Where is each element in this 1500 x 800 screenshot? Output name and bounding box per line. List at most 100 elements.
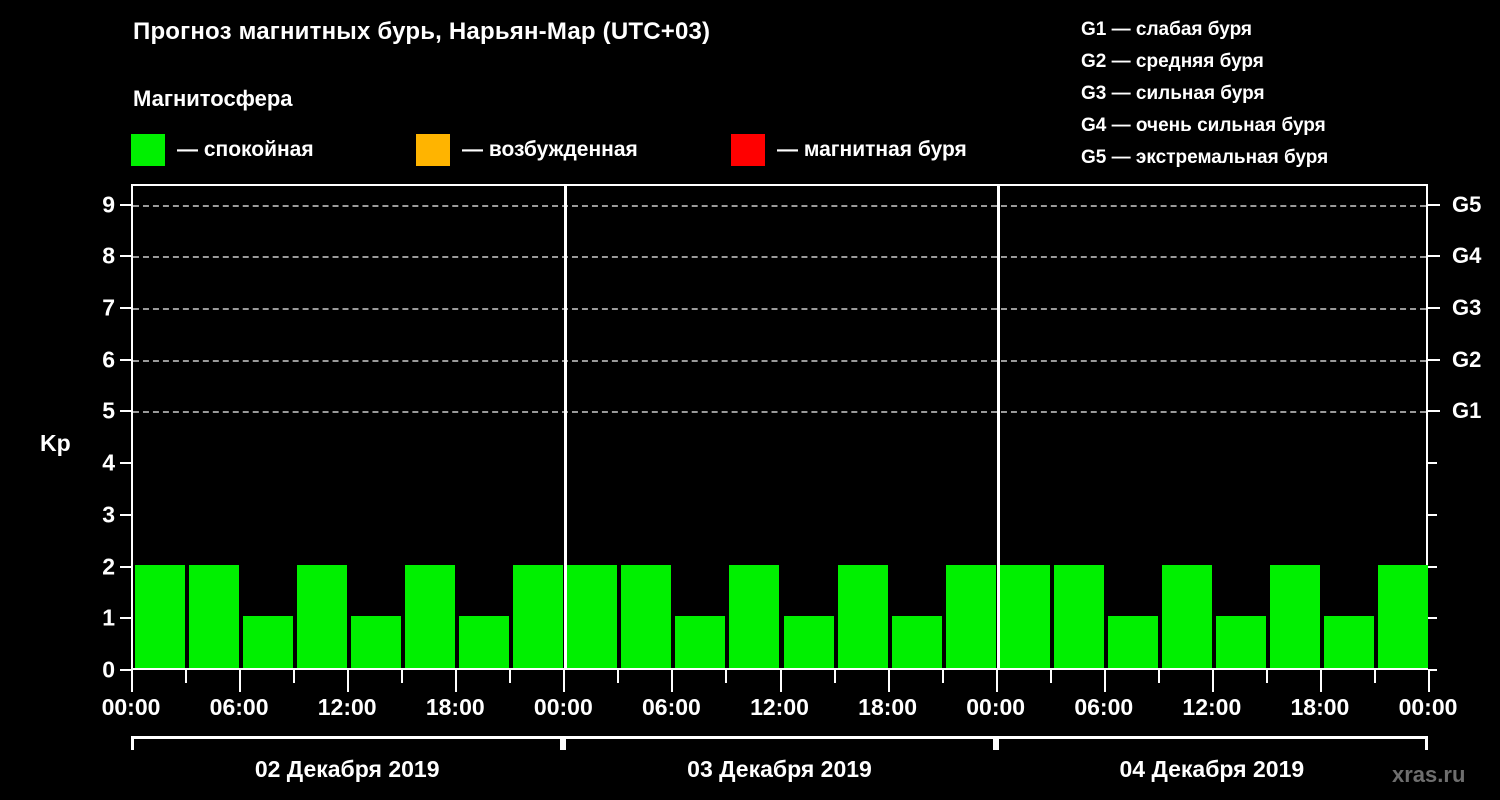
y-axis-tick [120,669,131,671]
x-axis-label: 06:00 [641,694,701,720]
date-label: 04 Декабря 2019 [1119,756,1305,782]
y-axis-tick [120,307,131,310]
bar [405,564,456,668]
legend-label: — магнитная буря [777,138,967,161]
y-axis-tick [120,255,131,258]
bar [1323,616,1374,668]
bar [729,564,780,668]
gridline [133,256,1426,259]
date-bracket [131,736,564,750]
bar [675,616,726,668]
y-axis-tick [120,513,131,516]
x-axis-tick-major [1428,670,1430,692]
gridline [133,308,1426,311]
x-axis-tick-minor [1265,670,1268,683]
y-axis-tick [120,462,131,465]
date-label: 02 Декабря 2019 [254,756,440,782]
bar [243,616,294,668]
x-axis-label: 18:00 [425,694,485,720]
g-axis-tick [1428,565,1437,568]
x-axis-tick-minor [185,670,188,683]
g-scale-line-2: G2 — средняя буря [1081,51,1264,72]
date-label: 03 Декабря 2019 [687,756,872,782]
g-scale-legend: G1 — слабая буря G2 — средняя буря G3 — си… [1081,14,1328,174]
bar [1107,616,1158,668]
legend-swatch-icon [731,134,765,166]
bar [1377,564,1428,668]
x-axis-tick-major [887,670,890,692]
x-axis-tick-minor [509,670,512,683]
y-axis-label: 9 [102,191,115,218]
x-axis-label: 06:00 [1074,694,1134,720]
watermark: xras.ru [1392,762,1466,787]
day-separator [996,186,1000,668]
x-axis-tick-minor [1049,670,1052,683]
x-axis-label: 00:00 [966,694,1026,720]
bar [135,564,186,668]
date-bracket [995,736,1428,750]
bar [351,616,402,668]
x-axis-tick-major [1211,670,1214,692]
bar [567,564,618,668]
g-axis-tick [1428,669,1437,671]
x-axis-label: 00:00 [101,694,161,720]
x-axis-tick-minor [293,670,296,683]
section-heading-magnetosphere: Магнитосфера [133,86,293,111]
y-axis-label: 4 [102,449,115,476]
legend-swatch-icon [416,134,450,166]
g-axis-label: G3 [1452,295,1482,321]
legend-item-2: — магнитная буря [731,133,967,167]
legend-item-1: — возбужденная [416,133,638,167]
x-axis-label: 18:00 [1290,694,1350,720]
g-axis-label: G2 [1452,346,1482,372]
x-axis-tick-major [779,670,782,692]
bar [837,564,888,668]
g-axis-label: G4 [1452,243,1482,269]
x-axis-tick-minor [401,670,404,683]
x-axis-tick-major [995,670,998,692]
gridline [133,204,1426,207]
g-axis-label: G5 [1452,191,1482,217]
bar [999,564,1050,668]
y-axis-label: 3 [102,501,115,528]
g-scale-line-4: G4 — очень сильная буря [1081,115,1326,136]
bar [459,616,510,668]
legend-swatch-icon [131,134,165,166]
g-scale-line-1: G1 — слабая буря [1081,19,1253,40]
bar [783,616,834,668]
bar [1053,564,1104,668]
g-axis-tick [1428,358,1440,361]
x-axis-tick-minor [1157,670,1160,683]
x-axis-label: 06:00 [209,694,269,720]
bar [891,616,942,668]
y-axis-label: 6 [102,346,115,373]
x-axis-tick-minor [617,670,620,683]
g-scale-line-3: G3 — сильная буря [1081,83,1265,104]
y-axis-tick [120,617,131,620]
legend-label: — спокойная [177,138,314,161]
g-axis-tick [1428,410,1440,413]
x-axis-tick-major [563,670,566,692]
g-axis-tick [1428,513,1437,516]
g-axis-label: G1 [1452,398,1482,424]
x-axis-label: 00:00 [1398,694,1458,720]
bar [1161,564,1212,668]
day-separator [564,186,568,668]
x-axis-label: 12:00 [750,694,809,720]
bar [189,564,240,668]
gridline [133,359,1426,362]
bar [621,564,672,668]
x-axis-tick-major [239,670,242,692]
g-axis-tick [1428,255,1440,258]
y-axis-label: 1 [102,604,115,631]
y-axis-title: Kp [40,430,71,456]
bar [1215,616,1266,668]
x-axis-tick-minor [1373,670,1376,683]
x-axis-label: 12:00 [1182,694,1242,720]
x-axis-tick-major [347,670,350,692]
y-axis-tick [120,410,131,413]
bar [297,564,348,668]
x-axis-label: 18:00 [858,694,917,720]
page-title: Прогноз магнитных бурь, Нарьян-Мар (UTC+… [133,18,711,45]
